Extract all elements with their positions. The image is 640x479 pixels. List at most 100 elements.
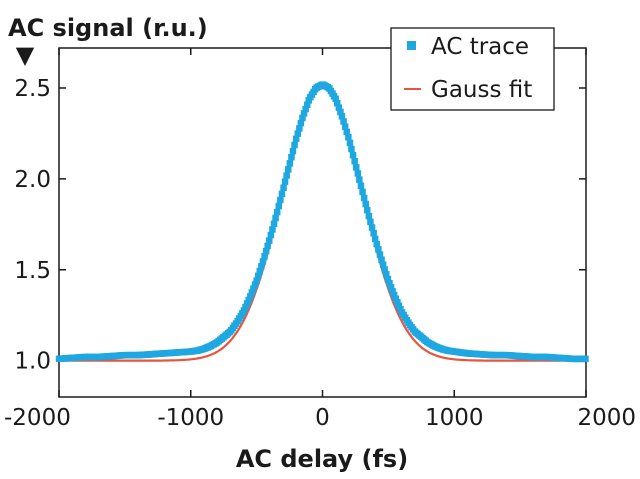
- ac-trace-point: [297, 119, 305, 127]
- y-tick-label: 1.5: [14, 258, 51, 284]
- legend-label-ac-trace: AC trace: [431, 34, 529, 60]
- y-axis-arrow-annotation: ▼: [16, 41, 35, 69]
- ac-trace-point: [258, 263, 265, 270]
- x-tick-label: 0: [315, 405, 330, 431]
- ac-trace-point: [365, 212, 373, 220]
- x-axis-title: AC delay (fs): [236, 445, 408, 473]
- legend-box: [390, 27, 555, 111]
- ac-trace-point: [248, 289, 256, 296]
- ac-trace-point: [250, 285, 257, 292]
- ac-trace-point: [367, 218, 374, 226]
- ac-trace-point: [262, 247, 270, 255]
- ac-trace-point: [253, 277, 260, 284]
- ac-trace-point: [299, 114, 306, 122]
- ac-trace-point: [337, 108, 344, 116]
- ac-trace-point: [359, 188, 366, 196]
- legend: AC trace Gauss fit: [390, 27, 555, 111]
- ac-trace-point: [259, 258, 267, 265]
- ac-trace-point: [387, 284, 395, 291]
- ac-trace-point: [395, 302, 403, 309]
- ac-trace-point: [283, 172, 290, 179]
- ac-trace-point: [332, 95, 339, 103]
- legend-marker-ac-trace: [407, 41, 416, 50]
- ac-trace-point: [264, 242, 271, 250]
- y-axis-title: AC signal (r.u.): [8, 14, 208, 42]
- ac-trace-point: [243, 300, 251, 307]
- y-tick-label: 2.0: [14, 167, 51, 193]
- ac-trace-point: [357, 182, 365, 189]
- x-tick-label: -2000: [4, 405, 71, 431]
- ac-trace-point: [256, 267, 263, 275]
- ac-trace-point: [285, 166, 292, 173]
- ac-trace-point: [351, 158, 358, 165]
- ac-trace-point: [278, 190, 286, 198]
- ac-trace-point: [275, 202, 282, 210]
- ac-trace-point: [240, 307, 248, 314]
- ac-trace-point: [353, 164, 360, 171]
- ac-trace-point: [302, 105, 309, 113]
- legend-label-gauss-fit: Gauss fit: [431, 77, 532, 103]
- ac-trace-point: [389, 287, 396, 295]
- ac-trace-point: [273, 208, 281, 216]
- ac-trace-point: [349, 151, 357, 159]
- gauss-fit-series: [59, 86, 586, 362]
- ac-trace-point: [360, 194, 368, 202]
- ac-trace-point: [247, 293, 254, 300]
- ac-trace-point: [289, 147, 297, 155]
- ac-trace-point: [343, 128, 350, 136]
- ac-trace-point: [291, 141, 298, 149]
- ac-trace-point: [267, 231, 275, 239]
- ac-trace-point: [356, 176, 363, 183]
- ac-trace-point: [384, 275, 392, 283]
- x-tick-label: -1000: [157, 405, 224, 431]
- ac-trace-point: [386, 280, 393, 287]
- ac-trace-point: [294, 130, 301, 137]
- ac-trace-point: [338, 113, 346, 120]
- y-axis: 1.0 1.5 2.0 2.5: [14, 76, 586, 375]
- ac-trace-point: [281, 178, 289, 185]
- ac-trace-point: [245, 296, 252, 304]
- ac-trace-point: [335, 104, 343, 111]
- ac-trace-point: [364, 206, 371, 214]
- ac-trace-point: [292, 135, 300, 143]
- ac-trace-point: [272, 214, 279, 222]
- ac-trace-point: [266, 237, 273, 244]
- y-tick-label: 2.5: [14, 76, 51, 102]
- ac-trace-point: [286, 160, 294, 167]
- ac-trace-point: [381, 266, 388, 273]
- gauss-fit-line: [59, 86, 586, 362]
- ac-trace-point: [375, 246, 382, 253]
- ac-trace-point: [270, 220, 278, 227]
- ac-trace-point: [394, 299, 401, 306]
- y-tick-label: 1.0: [14, 349, 51, 375]
- ac-trace-point: [300, 110, 308, 117]
- ac-trace-point: [334, 100, 341, 107]
- ac-trace-point: [376, 251, 384, 258]
- ac-trace-point: [354, 170, 362, 177]
- ac-trace-point: [346, 139, 354, 147]
- ac-trace-point: [261, 253, 268, 260]
- ac-trace-point: [277, 196, 284, 204]
- ac-trace-point: [392, 295, 399, 302]
- x-tick-label: 2000: [577, 405, 636, 431]
- ac-trace-point: [251, 281, 259, 288]
- ac-trace-point: [373, 240, 380, 248]
- ac-trace-point: [383, 271, 390, 278]
- ac-trace-point: [582, 355, 589, 363]
- ac-trace-point: [304, 101, 311, 108]
- ac-trace-point: [269, 226, 276, 233]
- ac-trace-point: [242, 303, 249, 311]
- ac-trace-point: [348, 145, 355, 153]
- ac-trace-point: [368, 224, 376, 231]
- ac-trace-point: [280, 184, 287, 191]
- ac-trace-point: [288, 154, 295, 161]
- ac-trace-point: [370, 229, 377, 237]
- x-tick-label: 1000: [425, 405, 484, 431]
- ac-trace-point: [371, 235, 379, 243]
- ac-trace-point: [296, 125, 303, 132]
- ac-trace-point: [379, 261, 387, 268]
- ac-trace-point: [345, 133, 352, 141]
- ac-trace-series: [55, 81, 589, 363]
- ac-trace-point: [378, 256, 385, 263]
